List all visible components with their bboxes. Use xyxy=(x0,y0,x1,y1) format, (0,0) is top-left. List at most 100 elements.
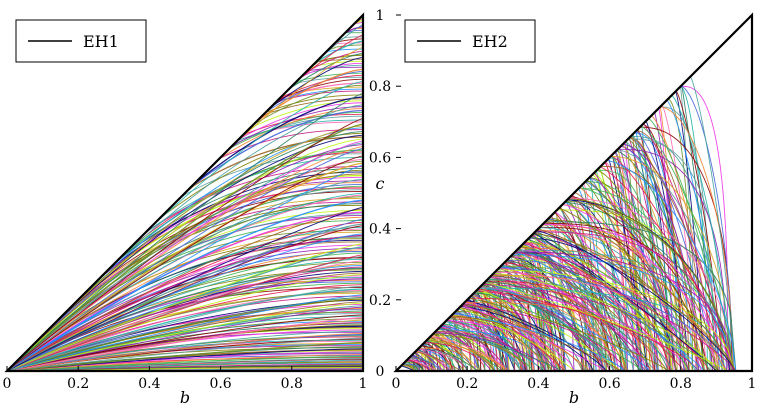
right-curve xyxy=(509,256,642,371)
right-curve xyxy=(514,251,705,371)
right-curve xyxy=(671,94,733,371)
right-y-tick-label: 0.8 xyxy=(369,79,391,95)
right-curve xyxy=(533,233,704,371)
right-curve xyxy=(565,200,733,371)
right-curve xyxy=(533,232,669,371)
right-curve xyxy=(450,315,583,371)
right-curve xyxy=(446,320,575,371)
right-x-tick-label: 0.2 xyxy=(456,376,478,392)
right-curve xyxy=(432,334,528,371)
right-curve xyxy=(593,172,690,371)
left-x-axis-label: b xyxy=(180,388,190,407)
left-curve xyxy=(7,142,363,371)
right-curve xyxy=(401,364,417,371)
left-curve xyxy=(7,138,363,371)
right-curve xyxy=(636,130,704,371)
right-x-axis-label: b xyxy=(569,388,579,407)
left-curve xyxy=(7,337,363,371)
right-curve xyxy=(578,187,685,371)
right-curve xyxy=(477,288,699,371)
right-x-tick-label: 0.4 xyxy=(527,376,549,392)
left-triangle-boundary xyxy=(4,12,365,373)
right-curve xyxy=(630,136,671,371)
left-panel: 0 0.2 0.4 0.6 0.8 1 b EH1 xyxy=(3,12,368,407)
right-curve xyxy=(478,287,723,371)
right-curve xyxy=(438,327,563,371)
right-curve xyxy=(622,143,713,371)
right-curve xyxy=(534,231,603,371)
left-curve xyxy=(7,332,363,371)
left-curve xyxy=(7,316,363,371)
right-curve xyxy=(465,300,565,371)
left-curve xyxy=(7,288,363,371)
left-curve xyxy=(7,285,363,371)
left-curve xyxy=(7,355,363,371)
right-curve xyxy=(417,348,468,371)
right-curve xyxy=(543,222,698,371)
right-curve xyxy=(480,285,656,371)
left-curve xyxy=(7,249,363,371)
right-curve xyxy=(498,267,606,371)
right-curve xyxy=(430,336,508,371)
right-curve xyxy=(568,198,732,371)
right-curve xyxy=(410,355,441,371)
left-x-ticks: 0 0.2 0.4 0.6 0.8 1 xyxy=(3,366,368,392)
right-curve xyxy=(435,330,481,371)
right-curve xyxy=(675,90,723,371)
right-curve xyxy=(454,312,545,371)
right-triangle-boundary xyxy=(393,12,754,373)
left-curve xyxy=(7,260,363,371)
right-curve xyxy=(617,148,728,371)
right-curve xyxy=(523,243,699,371)
right-y-tick-label: 0 xyxy=(376,364,385,380)
right-legend-label: EH2 xyxy=(472,32,508,51)
left-curve xyxy=(7,234,363,371)
left-curve xyxy=(7,123,363,371)
right-x-ticks: 0 0.2 0.4 0.6 0.8 1 xyxy=(392,366,756,392)
right-x-tick-label: 0.8 xyxy=(670,376,692,392)
left-x-tick-label: 1 xyxy=(359,376,368,392)
right-curve xyxy=(514,251,734,371)
left-curve xyxy=(7,147,363,371)
right-curve xyxy=(512,254,732,371)
left-curve xyxy=(7,208,363,371)
left-curve xyxy=(7,294,363,371)
left-legend-label: EH1 xyxy=(83,32,119,51)
right-curve xyxy=(485,281,651,371)
right-curve xyxy=(620,146,700,371)
right-y-ticks: 0 0.2 0.4 0.6 0.8 1 xyxy=(369,8,401,380)
right-curve xyxy=(407,359,431,371)
right-curve xyxy=(539,227,688,371)
left-x-tick-label: 0 xyxy=(3,376,12,392)
right-curve xyxy=(476,290,535,371)
left-curve xyxy=(7,243,363,371)
right-curve xyxy=(635,130,713,371)
left-x-tick-label: 0.6 xyxy=(209,376,231,392)
right-curve xyxy=(424,342,486,371)
left-curve xyxy=(7,314,363,371)
left-curve xyxy=(7,354,363,371)
left-curve xyxy=(7,164,363,371)
right-curve xyxy=(425,340,479,371)
right-curve xyxy=(453,313,626,371)
right-y-tick-label: 1 xyxy=(376,8,385,24)
right-x-tick-label: 0.6 xyxy=(598,376,620,392)
right-curve xyxy=(579,186,727,371)
left-curve xyxy=(7,306,363,371)
right-curve xyxy=(429,336,509,371)
right-curve xyxy=(558,207,737,371)
right-curve xyxy=(541,224,672,371)
right-curve xyxy=(630,135,715,371)
right-curve xyxy=(427,339,496,371)
right-x-tick-label: 0 xyxy=(392,376,401,392)
left-curve xyxy=(7,162,363,371)
right-curve xyxy=(494,272,523,371)
right-curve xyxy=(434,332,547,371)
right-curve xyxy=(401,364,417,371)
right-curve xyxy=(464,302,646,371)
right-curve xyxy=(610,155,732,371)
right-curve xyxy=(458,307,575,371)
right-curve xyxy=(634,132,678,371)
right-curve xyxy=(449,317,545,371)
right-curve xyxy=(596,169,677,371)
